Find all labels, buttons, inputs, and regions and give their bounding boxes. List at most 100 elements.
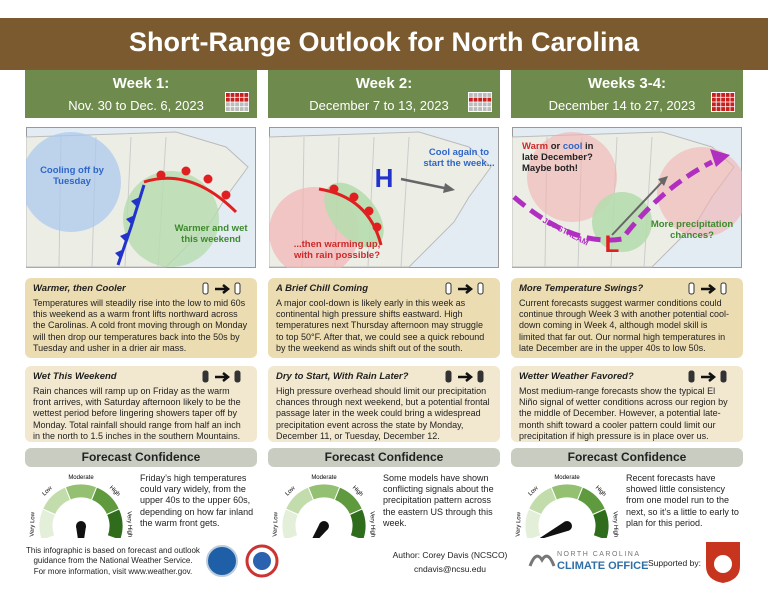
- section-title: More Temperature Swings?: [519, 283, 644, 294]
- icon-arrow: [215, 372, 231, 382]
- forecast-box: More Temperature Swings? Current forecast…: [511, 278, 743, 358]
- calendar-cell: [244, 102, 249, 107]
- forecast-box: Warmer, then Cooler Temperatures will ste…: [25, 278, 257, 358]
- cool-area: [26, 132, 121, 232]
- calendar-cell: [712, 102, 716, 107]
- icon: [202, 370, 209, 383]
- arrowhead: [443, 183, 455, 193]
- calendar-icon: [711, 92, 735, 112]
- calendar-cell: [478, 97, 482, 102]
- map-label: More precipitation chances?: [650, 219, 734, 241]
- section-title: Wet This Weekend: [33, 371, 117, 382]
- calendar-cell: [725, 107, 730, 111]
- footer-email: cndavis@ncsu.edu: [414, 564, 486, 574]
- gauge-hub: [562, 521, 572, 531]
- calendar-cell: [725, 93, 730, 97]
- front-tri: [120, 232, 129, 242]
- icon: [234, 282, 241, 295]
- gauge-label: Very High: [612, 511, 619, 537]
- calendar-cell: [730, 93, 735, 97]
- state-line: [400, 136, 410, 268]
- supporter-logo: [706, 542, 740, 583]
- icon: [720, 282, 727, 295]
- section-icons: [688, 370, 727, 383]
- high-label: H: [375, 163, 394, 193]
- header-bar: [0, 18, 768, 70]
- front-tri: [126, 215, 135, 225]
- label-box: Cooling off by Tuesday: [40, 165, 104, 187]
- calendar-icon: [468, 92, 492, 112]
- arrow: [400, 177, 450, 191]
- section-text: Most medium-range forecasts show the typ…: [519, 386, 728, 441]
- gauge-segment: [591, 508, 610, 538]
- front-dot: [349, 192, 359, 202]
- calendar-cell: [730, 107, 735, 111]
- confidence-header: Forecast Confidence: [268, 448, 500, 467]
- icon: [202, 282, 209, 295]
- confidence-header: Forecast Confidence: [511, 448, 743, 467]
- calendar-cell: [712, 107, 716, 111]
- section-text: Current forecasts suggest warmer conditi…: [519, 298, 729, 353]
- calendar-cell: [473, 107, 478, 111]
- gauge-label: Very Low: [273, 511, 280, 537]
- calendar-cell: [244, 107, 249, 111]
- confidence-text: Some models have shown conflicting signa…: [383, 473, 494, 528]
- section-title: Wetter Weather Favored?: [519, 371, 634, 382]
- calendar-cell: [725, 97, 730, 102]
- front-dot: [203, 174, 213, 184]
- label-part: in late December? Maybe both!: [522, 141, 594, 174]
- front-dot: [329, 184, 339, 194]
- gauge-label: Moderate: [68, 475, 94, 481]
- gauge-segment: [105, 508, 124, 538]
- gauge-segment: [348, 508, 367, 538]
- calendar-icon: [225, 92, 249, 112]
- calendar-cell: [725, 102, 730, 107]
- front-dot: [372, 222, 382, 232]
- column-header: [511, 70, 743, 118]
- map: Cooling off by Tuesday Warmer and wet thi…: [26, 127, 256, 268]
- icon: [720, 370, 727, 383]
- gauge-needle: [539, 521, 570, 538]
- calendar-cell: [230, 97, 235, 102]
- label-part: Warm: [522, 141, 549, 152]
- calendar-cell: [716, 107, 721, 111]
- calendar-cell: [244, 93, 249, 97]
- footer-disclaimer: This infographic is based on forecast an…: [26, 546, 200, 565]
- map-label: Warm or cool in late December? Maybe bot…: [522, 141, 612, 174]
- calendar-cell: [482, 102, 487, 107]
- label-box: Warm or cool in late December? Maybe bot…: [522, 141, 612, 174]
- calendar-cell: [478, 107, 482, 111]
- gauge-label: Very Low: [30, 511, 37, 537]
- icon-arrow: [458, 372, 474, 382]
- title: Short-Range Outlook for North Carolina: [129, 27, 639, 57]
- calendar-cell: [716, 97, 721, 102]
- calendar-cell: [469, 93, 473, 97]
- label-box: Cool again to start the week...: [423, 147, 494, 169]
- calendar-cell: [235, 102, 239, 107]
- state-line: [643, 136, 653, 268]
- column-heading: Week 1:: [112, 75, 170, 92]
- gauge-hub: [76, 521, 86, 531]
- shield-mark: [714, 555, 732, 573]
- office-logo: [528, 554, 556, 567]
- calendar-cell: [469, 97, 473, 102]
- gauge-label: Moderate: [554, 475, 580, 481]
- icon: [477, 282, 484, 295]
- label-box: More precipitation chances?: [650, 219, 734, 241]
- gauge-label: Very High: [126, 511, 133, 537]
- agency-logos: [206, 544, 279, 578]
- calendar-cell: [239, 102, 244, 107]
- icon: [688, 282, 695, 295]
- confidence-header: Forecast Confidence: [25, 448, 257, 467]
- calendar-cell: [721, 102, 725, 107]
- section-text: High pressure overhead should limit our …: [276, 386, 490, 441]
- calendar-cell: [712, 93, 716, 97]
- column-header: [25, 70, 257, 118]
- calendar-cell: [478, 102, 482, 107]
- office-mark: [528, 554, 556, 567]
- gauge-label: Very High: [369, 511, 376, 537]
